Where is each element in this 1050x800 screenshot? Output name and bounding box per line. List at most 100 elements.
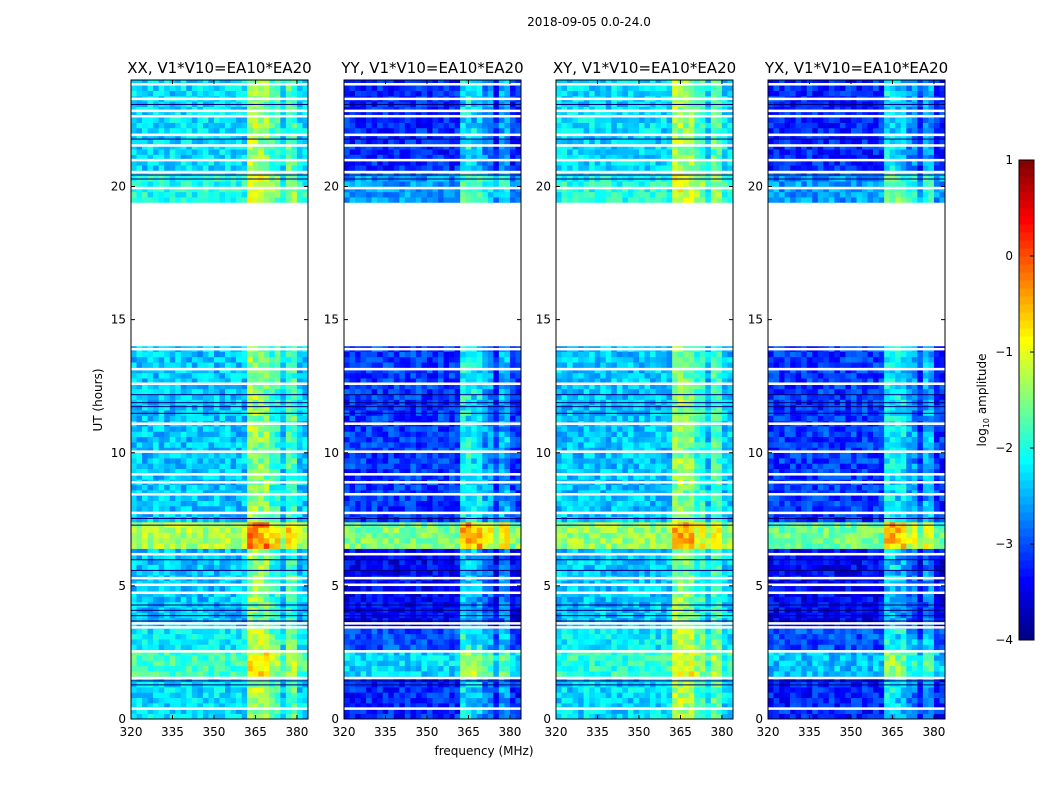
heatmap-cell xyxy=(208,356,215,363)
heatmap-cell xyxy=(236,506,242,512)
flagged-line xyxy=(131,347,308,351)
heatmap-cell xyxy=(460,708,466,714)
heatmap-cell xyxy=(230,516,237,523)
heatmap-cell xyxy=(180,138,187,145)
heatmap-cell xyxy=(142,117,148,123)
heatmap-cell xyxy=(476,596,483,603)
heatmap-cell xyxy=(291,463,298,470)
heatmap-cell xyxy=(371,532,378,539)
heatmap-cell xyxy=(142,580,148,587)
heatmap-cell xyxy=(285,85,292,91)
heatmap-cell xyxy=(366,532,372,539)
heatmap-cell xyxy=(371,484,378,491)
heatmap-cell xyxy=(252,639,259,645)
heatmap-cell xyxy=(415,665,422,672)
heatmap-cell xyxy=(269,127,276,134)
heatmap-cell xyxy=(382,580,389,587)
heatmap-cell xyxy=(153,484,159,491)
heatmap-cell xyxy=(164,80,171,86)
heatmap-cell xyxy=(302,117,309,123)
heatmap-cell xyxy=(393,447,400,454)
heatmap-cell xyxy=(410,543,417,549)
heatmap-cell xyxy=(460,463,466,470)
heatmap-cell xyxy=(388,553,395,560)
heatmap-cell xyxy=(302,559,309,565)
heatmap-cell xyxy=(158,548,165,555)
heatmap-cell xyxy=(291,431,298,438)
heatmap-cell xyxy=(426,665,433,672)
heatmap-cell xyxy=(136,596,143,603)
heatmap-cell xyxy=(460,697,466,704)
heatmap-cell xyxy=(415,708,422,714)
heatmap-cell xyxy=(498,404,505,411)
heatmap-cell xyxy=(191,90,198,97)
heatmap-cell xyxy=(175,378,182,384)
heatmap-cell xyxy=(449,484,455,491)
heatmap-cell xyxy=(515,692,522,699)
heatmap-cell xyxy=(487,623,494,629)
heatmap-cell xyxy=(377,665,384,672)
heatmap-cell xyxy=(415,655,422,661)
heatmap-cell xyxy=(186,404,193,411)
heatmap-cell xyxy=(355,516,361,523)
heatmap-cell xyxy=(493,404,500,411)
heatmap-cell xyxy=(230,559,237,565)
heatmap-cell xyxy=(296,655,303,661)
heatmap-cell xyxy=(131,362,137,368)
heatmap-cell xyxy=(454,671,461,677)
dark-line xyxy=(131,569,308,571)
heatmap-cell xyxy=(460,665,466,672)
flagged-line xyxy=(131,591,308,595)
heatmap-cell xyxy=(230,532,237,539)
heatmap-cell xyxy=(509,692,516,699)
heatmap-cell xyxy=(258,372,265,379)
heatmap-cell xyxy=(263,623,270,629)
heatmap-cell xyxy=(208,495,215,501)
heatmap-cell xyxy=(399,458,406,464)
heatmap-cell xyxy=(344,564,350,571)
heatmap-cell xyxy=(153,436,159,443)
heatmap-cell xyxy=(213,85,220,91)
heatmap-cell xyxy=(493,436,500,443)
heatmap-cell xyxy=(241,149,248,155)
heatmap-cell xyxy=(285,490,292,496)
heatmap-cell xyxy=(208,655,215,661)
heatmap-cell xyxy=(219,458,226,464)
heatmap-cell xyxy=(175,559,182,565)
heatmap-cell xyxy=(225,548,231,555)
heatmap-cell xyxy=(382,442,389,448)
heatmap-cell xyxy=(355,431,361,438)
heatmap-cell xyxy=(355,708,361,714)
heatmap-cell xyxy=(197,383,204,390)
heatmap-cell xyxy=(498,697,505,704)
heatmap-cell xyxy=(197,633,204,640)
heatmap-cell xyxy=(393,713,400,720)
flagged-line xyxy=(131,473,308,476)
heatmap-cell xyxy=(164,527,171,533)
heatmap-cell xyxy=(302,697,309,704)
heatmap-cell xyxy=(191,122,198,129)
heatmap-cell xyxy=(285,500,292,507)
heatmap-cell xyxy=(465,484,472,491)
heatmap-cell xyxy=(302,458,309,464)
heatmap-cell xyxy=(371,500,378,507)
heatmap-cell xyxy=(449,500,455,507)
heatmap-cell xyxy=(399,436,406,443)
heatmap-cell xyxy=(197,372,204,379)
heatmap-cell xyxy=(247,127,253,134)
heatmap-cell xyxy=(258,623,265,629)
heatmap-cell xyxy=(169,623,176,629)
heatmap-cell xyxy=(180,127,187,134)
heatmap-cell xyxy=(180,181,187,187)
heatmap-cell xyxy=(349,553,356,560)
heatmap-cell xyxy=(344,431,350,438)
heatmap-cell xyxy=(247,628,253,635)
heatmap-cell xyxy=(280,692,287,699)
heatmap-cell xyxy=(515,474,522,480)
heatmap-cell xyxy=(415,415,422,422)
heatmap-cell xyxy=(382,458,389,464)
heatmap-cell xyxy=(131,495,137,501)
heatmap-cell xyxy=(302,436,309,443)
heatmap-cell xyxy=(296,500,303,507)
heatmap-cell xyxy=(399,431,406,438)
